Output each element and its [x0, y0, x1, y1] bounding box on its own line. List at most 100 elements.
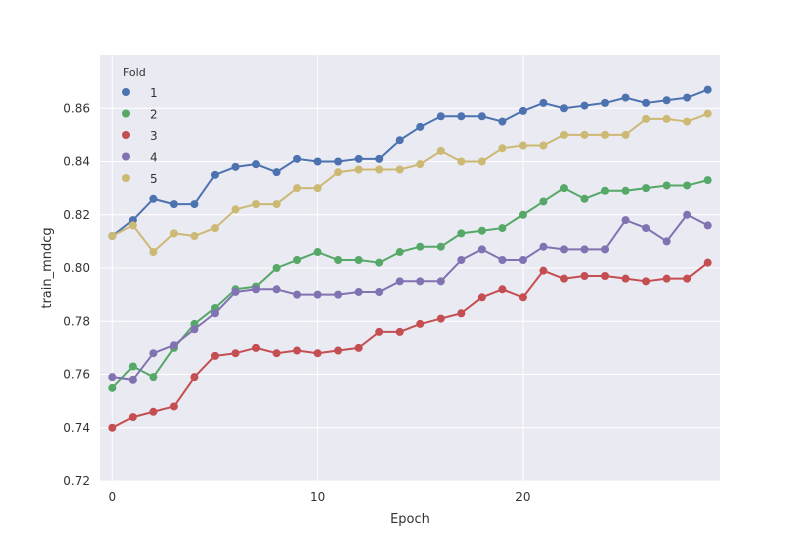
- data-point-2: [108, 383, 117, 392]
- data-point-5: [149, 248, 158, 257]
- data-point-3: [149, 407, 158, 416]
- data-point-5: [395, 165, 404, 174]
- data-point-1: [190, 200, 199, 209]
- data-point-2: [436, 242, 445, 251]
- data-point-5: [128, 221, 137, 230]
- x-tick-label: 20: [515, 490, 530, 504]
- data-point-3: [313, 349, 322, 358]
- legend-marker-5: [122, 174, 130, 182]
- data-point-4: [375, 287, 384, 296]
- data-point-1: [703, 85, 712, 94]
- legend-label-1: 1: [150, 86, 158, 100]
- data-point-3: [416, 319, 425, 328]
- data-point-1: [539, 98, 548, 107]
- data-point-4: [252, 285, 261, 294]
- data-point-4: [601, 245, 610, 254]
- data-point-3: [601, 271, 610, 280]
- data-point-3: [354, 343, 363, 352]
- data-point-3: [477, 293, 486, 302]
- y-tick-label: 0.76: [63, 368, 90, 382]
- data-point-4: [642, 224, 651, 233]
- series-line-4: [112, 213, 709, 381]
- data-point-5: [436, 146, 445, 155]
- data-point-1: [293, 154, 302, 163]
- y-tick-labels: 0.72 0.74 0.76 0.78 0.80 0.82 0.84 0.86: [63, 101, 90, 488]
- legend-marker-4: [122, 152, 130, 161]
- data-point-2: [703, 176, 712, 185]
- data-point-5: [662, 114, 671, 123]
- data-point-3: [559, 274, 568, 283]
- data-point-1: [149, 194, 158, 203]
- data-point-2: [375, 258, 384, 267]
- y-tick-label: 0.82: [63, 208, 90, 222]
- y-tick-label: 0.74: [63, 421, 90, 435]
- data-point-3: [662, 274, 671, 283]
- data-point-4: [190, 325, 199, 334]
- grid-lines: [100, 55, 720, 482]
- data-point-3: [190, 373, 199, 382]
- legend-title: Fold: [123, 66, 146, 79]
- data-point-4: [128, 375, 137, 384]
- data-point-4: [231, 287, 240, 296]
- x-axis-label: Epoch: [390, 512, 430, 527]
- data-point-1: [210, 170, 219, 179]
- data-point-4: [436, 277, 445, 286]
- data-point-1: [436, 112, 445, 121]
- x-tick-labels: 0 10 20: [108, 490, 530, 504]
- data-point-3: [683, 274, 692, 283]
- data-point-3: [580, 271, 589, 280]
- data-point-3: [293, 346, 302, 355]
- data-point-4: [149, 349, 158, 358]
- data-point-3: [621, 274, 630, 283]
- data-point-3: [231, 349, 240, 358]
- x-tick-label: 10: [310, 490, 325, 504]
- data-point-1: [375, 154, 384, 163]
- data-point-1: [642, 98, 651, 107]
- data-point-3: [518, 293, 527, 302]
- data-point-5: [313, 184, 322, 193]
- data-point-3: [252, 343, 261, 352]
- data-point-5: [477, 157, 486, 166]
- data-point-1: [395, 136, 404, 145]
- data-point-4: [272, 285, 281, 294]
- data-point-5: [169, 229, 178, 238]
- data-point-2: [498, 224, 507, 233]
- data-point-4: [210, 309, 219, 318]
- data-point-4: [559, 245, 568, 254]
- data-point-2: [416, 242, 425, 251]
- data-point-2: [149, 373, 158, 382]
- data-point-2: [518, 210, 527, 219]
- data-point-1: [683, 93, 692, 102]
- data-point-4: [477, 245, 486, 254]
- data-point-5: [621, 130, 630, 139]
- data-point-1: [334, 157, 343, 166]
- series-fold-3: [108, 258, 712, 432]
- data-point-5: [518, 141, 527, 150]
- y-axis-label: train_mndcg: [40, 227, 55, 308]
- data-point-4: [518, 256, 527, 265]
- data-point-4: [108, 373, 117, 382]
- y-tick-label: 0.72: [63, 474, 90, 488]
- data-point-4: [313, 290, 322, 299]
- legend-marker-1: [122, 88, 130, 96]
- series-layer: [108, 85, 712, 432]
- data-point-1: [354, 154, 363, 163]
- data-point-4: [395, 277, 404, 286]
- legend-label-2: 2: [150, 108, 158, 122]
- data-point-5: [498, 144, 507, 153]
- legend-label-5: 5: [150, 172, 158, 186]
- x-tick-label: 0: [108, 490, 116, 504]
- data-point-1: [601, 98, 610, 107]
- data-point-2: [334, 256, 343, 265]
- data-point-3: [436, 314, 445, 323]
- data-point-1: [169, 200, 178, 209]
- data-point-1: [518, 106, 527, 115]
- data-point-4: [293, 290, 302, 299]
- data-point-3: [703, 258, 712, 267]
- legend: Fold 1 2 3 4 5: [122, 66, 158, 186]
- data-point-4: [703, 221, 712, 230]
- data-point-5: [580, 130, 589, 139]
- data-point-4: [683, 210, 692, 219]
- data-point-4: [169, 341, 178, 350]
- data-point-4: [662, 237, 671, 246]
